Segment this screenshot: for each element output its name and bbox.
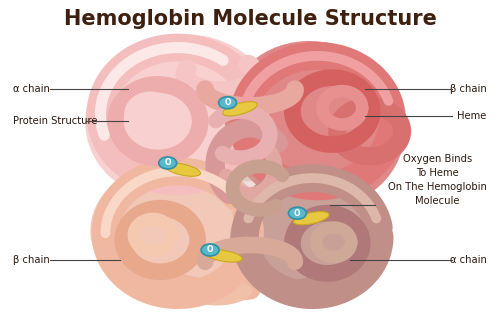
Ellipse shape (230, 175, 390, 302)
Ellipse shape (90, 161, 270, 302)
Ellipse shape (222, 168, 272, 215)
Ellipse shape (201, 244, 219, 256)
Text: O: O (207, 246, 214, 254)
Text: O: O (224, 98, 231, 107)
Text: α chain: α chain (13, 84, 50, 94)
Text: α chain: α chain (450, 255, 487, 265)
Text: Protein Structure: Protein Structure (13, 116, 98, 126)
Text: Heme: Heme (458, 111, 487, 121)
Text: O: O (164, 159, 171, 167)
Text: β chain: β chain (450, 84, 487, 94)
Ellipse shape (159, 157, 176, 169)
Ellipse shape (294, 212, 329, 225)
Ellipse shape (165, 163, 200, 176)
Ellipse shape (85, 34, 275, 201)
Ellipse shape (193, 282, 252, 305)
Ellipse shape (225, 41, 405, 208)
Ellipse shape (288, 207, 306, 219)
Ellipse shape (218, 121, 278, 181)
Text: Hemoglobin Molecule Structure: Hemoglobin Molecule Structure (64, 9, 436, 29)
Ellipse shape (218, 97, 236, 109)
Ellipse shape (222, 101, 258, 116)
Text: Oxygen Binds
To Heme
On The Hemoglobin
Molecule: Oxygen Binds To Heme On The Hemoglobin M… (388, 154, 487, 206)
Text: O: O (294, 209, 300, 218)
Ellipse shape (206, 250, 242, 262)
Text: β chain: β chain (13, 255, 50, 265)
